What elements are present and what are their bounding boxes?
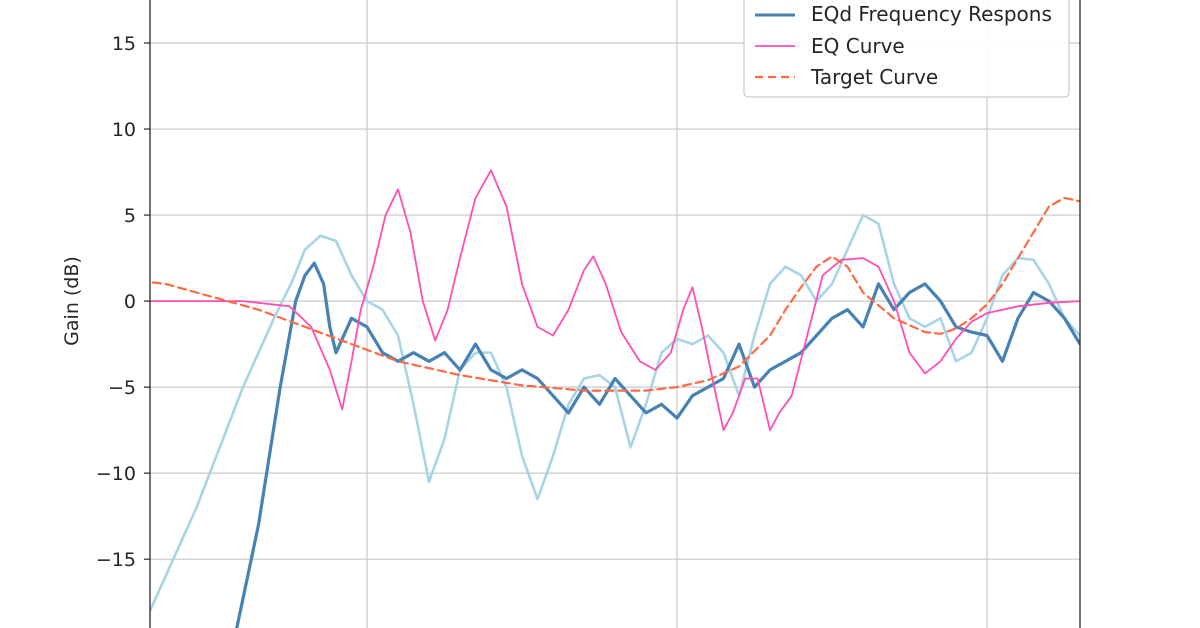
legend-label-eqd-response: EQd Frequency Respons (811, 2, 1052, 26)
y-tick-label: 15 (112, 33, 136, 55)
eqd-response-line (235, 261, 1080, 628)
y-tick-label: −10 (96, 463, 136, 485)
y-tick-label: −15 (96, 549, 136, 571)
y-tick-label: 0 (124, 291, 136, 313)
legend-label-eq-curve: EQ Curve (811, 34, 905, 58)
y-axis-ticks: 15 10 5 0 −5 −10 −15 (96, 33, 150, 571)
y-tick-label: 10 (112, 119, 136, 141)
target-curve-line (150, 196, 1080, 392)
series-layer (150, 169, 1080, 628)
y-tick-label: −5 (108, 377, 136, 399)
y-tick-label: 5 (124, 205, 136, 227)
y-axis-label: Gain (dB) (61, 256, 83, 346)
eq-curve-line (150, 169, 1080, 432)
legend-label-target-curve: Target Curve (810, 65, 938, 89)
unequalized-response-line (150, 213, 1080, 613)
legend: EQd Frequency Respons EQ Curve Target Cu… (743, 0, 1070, 98)
legend-box (743, 0, 1070, 98)
